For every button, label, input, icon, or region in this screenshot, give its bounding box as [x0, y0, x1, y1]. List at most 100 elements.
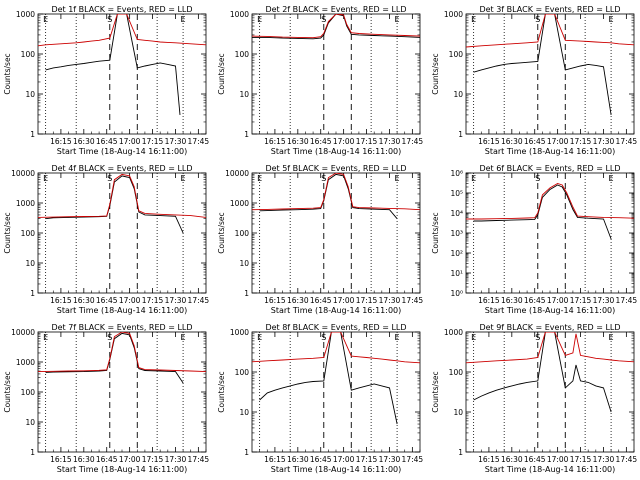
y-tick-label: 100: [449, 368, 464, 377]
x-axis-label: Start Time (18-Aug-14 16:11:00): [271, 465, 402, 474]
events-series-line: [252, 14, 420, 40]
x-tick-label: 16:30: [73, 137, 95, 146]
x-axis-label: Start Time (18-Aug-14 16:11:00): [485, 147, 616, 156]
x-tick-label: 16:30: [287, 296, 309, 305]
x-axis-label: Start Time (18-Aug-14 16:11:00): [485, 465, 616, 474]
events-series-line: [45, 175, 184, 234]
y-tick-label: 1000: [16, 199, 35, 208]
x-tick-label: 17:30: [379, 137, 401, 146]
x-tick-label: 17:45: [188, 296, 210, 305]
time-marker-label: S: [535, 15, 540, 24]
x-tick-label: 16:45: [96, 137, 118, 146]
events-series-line: [45, 332, 184, 384]
events-series-line: [45, 14, 181, 115]
x-tick-label: 16:15: [478, 296, 500, 305]
x-tick-label: 16:15: [478, 455, 500, 464]
y-tick-label: 10²: [450, 249, 463, 258]
y-tick-label: 10000: [11, 328, 35, 337]
x-tick-label: 17:45: [616, 296, 638, 305]
x-tick-label: 17:15: [570, 455, 592, 464]
x-axis-label: Start Time (18-Aug-14 16:11:00): [271, 306, 402, 315]
y-axis-label: Counts/sec: [431, 371, 440, 412]
x-tick-label: 17:30: [593, 455, 615, 464]
y-tick-label: 10: [239, 408, 249, 417]
events-series-line: [473, 332, 612, 413]
y-tick-label: 1: [30, 289, 35, 298]
time-marker-label: E: [471, 333, 476, 342]
y-tick-label: 1: [244, 448, 249, 457]
time-marker-label: E: [609, 333, 614, 342]
lld-series-line: [466, 332, 634, 364]
time-marker-label: E: [471, 174, 476, 183]
x-tick-label: 16:45: [310, 296, 332, 305]
x-tick-label: 17:45: [616, 137, 638, 146]
events-series-line: [259, 173, 398, 219]
x-tick-label: 17:15: [570, 137, 592, 146]
x-tick-label: 17:45: [402, 296, 424, 305]
x-tick-label: 17:30: [379, 296, 401, 305]
y-tick-label: 10³: [450, 229, 463, 238]
y-tick-label: 1000: [230, 328, 249, 337]
x-tick-label: 17:30: [593, 137, 615, 146]
y-tick-label: 100: [21, 50, 36, 59]
x-tick-label: 16:30: [501, 137, 523, 146]
time-marker-label: E: [181, 15, 186, 24]
x-tick-label: 17:00: [333, 137, 355, 146]
plot-frame: [37, 331, 207, 453]
lld-series-line: [466, 183, 634, 220]
y-axis-label: Counts/sec: [3, 212, 12, 253]
x-tick-label: 17:30: [165, 137, 187, 146]
time-marker-label: E: [43, 174, 48, 183]
y-tick-label: 10: [25, 259, 35, 268]
x-tick-label: 16:45: [96, 455, 118, 464]
y-tick-label: 10⁶: [450, 169, 463, 178]
time-marker-label: S: [107, 333, 112, 342]
y-tick-label: 100: [235, 368, 250, 377]
x-tick-label: 16:45: [524, 455, 546, 464]
x-axis-label: Start Time (18-Aug-14 16:11:00): [271, 147, 402, 156]
time-marker-label: S: [321, 333, 326, 342]
y-tick-label: 10000: [11, 169, 35, 178]
time-marker-label: E: [609, 15, 614, 24]
y-tick-label: 1: [458, 448, 463, 457]
y-tick-label: 10: [25, 90, 35, 99]
y-tick-label: 1000: [230, 199, 249, 208]
x-tick-label: 16:45: [310, 137, 332, 146]
y-tick-label: 1000: [16, 358, 35, 367]
x-tick-label: 17:45: [188, 137, 210, 146]
x-tick-label: 16:15: [264, 455, 286, 464]
x-axis-label: Start Time (18-Aug-14 16:11:00): [57, 306, 188, 315]
x-tick-label: 16:30: [501, 455, 523, 464]
x-tick-label: 16:45: [310, 455, 332, 464]
x-axis-label: Start Time (18-Aug-14 16:11:00): [57, 147, 188, 156]
panel-title: Det 3f BLACK = Events, RED = LLD: [479, 5, 620, 14]
x-tick-label: 16:30: [287, 137, 309, 146]
time-marker-label: E: [181, 333, 186, 342]
y-tick-label: 10⁵: [450, 189, 463, 198]
y-axis-label: Counts/sec: [217, 212, 226, 253]
x-tick-label: 17:00: [333, 455, 355, 464]
time-marker-label: E: [609, 174, 614, 183]
time-marker-label: E: [471, 15, 476, 24]
y-tick-label: 1000: [230, 10, 249, 19]
panel-title: Det 5f BLACK = Events, RED = LLD: [265, 164, 406, 173]
y-tick-label: 1: [30, 448, 35, 457]
time-marker-label: S: [535, 333, 540, 342]
x-tick-label: 17:45: [402, 455, 424, 464]
x-tick-label: 17:00: [547, 296, 569, 305]
x-tick-label: 16:45: [96, 296, 118, 305]
y-tick-label: 10000: [225, 169, 249, 178]
panel-title: Det 9f BLACK = Events, RED = LLD: [479, 323, 620, 332]
time-marker-label: S: [107, 15, 112, 24]
y-tick-label: 1000: [16, 10, 35, 19]
x-tick-label: 16:30: [287, 455, 309, 464]
lld-series-line: [466, 14, 634, 48]
time-marker-label: E: [257, 174, 262, 183]
y-axis-label: Counts/sec: [431, 212, 440, 253]
x-tick-label: 16:15: [50, 296, 72, 305]
y-tick-label: 10: [239, 259, 249, 268]
x-tick-label: 16:45: [524, 296, 546, 305]
time-marker-label: S: [321, 15, 326, 24]
x-tick-label: 16:15: [264, 137, 286, 146]
x-axis-label: Start Time (18-Aug-14 16:11:00): [485, 306, 616, 315]
